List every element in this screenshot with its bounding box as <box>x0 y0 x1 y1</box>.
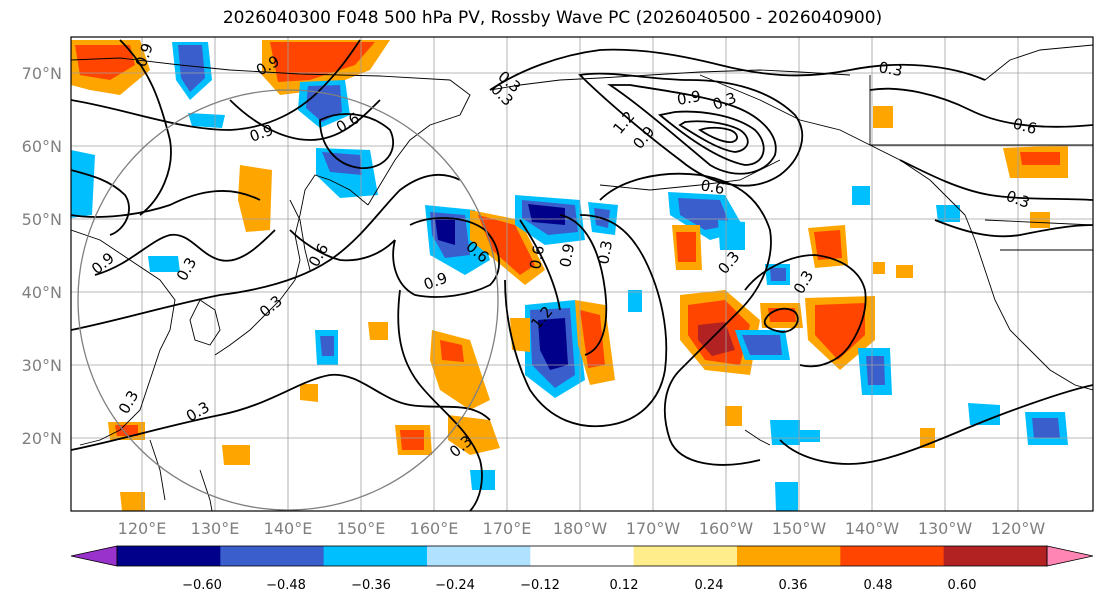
colorbar-frame <box>116 545 1048 567</box>
colorbar-tick: 0.24 <box>695 578 724 593</box>
lon-label-150e: 150°E <box>337 519 386 538</box>
latitude-labels: 70°N 60°N 50°N 40°N 30°N 20°N <box>22 64 62 448</box>
lat-label-60: 60°N <box>22 137 62 156</box>
plot-frame <box>70 36 1094 512</box>
lon-label-170w: 170°W <box>626 519 681 538</box>
lat-label-50: 50°N <box>22 210 62 229</box>
colorbar-bin <box>530 546 635 566</box>
lon-label-120w: 120°W <box>991 519 1046 538</box>
lat-label-70: 70°N <box>22 64 62 83</box>
colorbar-tick: 0.36 <box>779 578 808 593</box>
colorbar-bin <box>737 546 841 566</box>
longitude-labels: 120°E 130°E 140°E 150°E 160°E 170°E 180°… <box>118 519 1046 538</box>
lat-label-30: 30°N <box>22 356 62 375</box>
map-title: 2026040300 F048 500 hPa PV, Rossby Wave … <box>222 8 883 28</box>
colorbar-tick: −0.60 <box>182 578 222 593</box>
colorbar-tick: −0.48 <box>266 578 306 593</box>
lon-label-160e: 160°E <box>410 519 459 538</box>
colorbar-ticks: −0.60 −0.48 −0.36 −0.24 −0.12 0.12 0.24 … <box>182 578 976 593</box>
colorbar-extend-low <box>70 545 118 567</box>
colorbar-extend-high <box>1046 545 1094 567</box>
svg-text:0.6: 0.6 <box>526 244 548 271</box>
colorbar-bin <box>427 546 531 566</box>
lon-label-130e: 130°E <box>191 519 240 538</box>
svg-text:0.9: 0.9 <box>556 242 578 269</box>
analysis-region-circle <box>77 89 499 511</box>
colorbar-tick: 0.48 <box>864 578 893 593</box>
svg-text:0.6: 0.6 <box>699 176 726 198</box>
colorbar-tick: 0.60 <box>948 578 977 593</box>
lon-label-140e: 140°E <box>264 519 313 538</box>
colorbar-tick: −0.36 <box>351 578 391 593</box>
colorbar-tick: 0.12 <box>610 578 639 593</box>
lat-label-40: 40°N <box>22 283 62 302</box>
colorbar-tick: −0.12 <box>520 578 560 593</box>
colorbar: −0.60 −0.48 −0.36 −0.24 −0.12 0.12 0.24 … <box>70 545 1094 593</box>
svg-text:0.3: 0.3 <box>594 239 616 266</box>
colorbar-bin <box>323 546 428 566</box>
lon-label-150w: 150°W <box>772 519 827 538</box>
colorbar-tick: −0.24 <box>435 578 475 593</box>
lon-label-140w: 140°W <box>845 519 900 538</box>
svg-text:0.6: 0.6 <box>1011 114 1039 138</box>
svg-text:0.3: 0.3 <box>877 58 904 80</box>
colorbar-bin <box>633 546 738 566</box>
lon-label-180w: 180°W <box>553 519 608 538</box>
colorbar-bin <box>840 546 945 566</box>
graticule <box>71 37 1093 511</box>
lon-label-160w: 160°W <box>699 519 754 538</box>
colorbar-bin <box>117 546 221 566</box>
lon-label-120e: 120°E <box>118 519 167 538</box>
colorbar-segments <box>117 546 1048 566</box>
lon-label-130w: 130°W <box>918 519 973 538</box>
lon-label-170e: 170°E <box>483 519 532 538</box>
lat-label-20: 20°N <box>22 429 62 448</box>
svg-text:0.9: 0.9 <box>676 87 703 109</box>
coastlines <box>71 44 1093 511</box>
pv-contours <box>71 39 1093 511</box>
colorbar-bin <box>220 546 325 566</box>
colorbar-bin <box>943 546 1048 566</box>
rossby-wave-anomalies <box>71 40 1068 511</box>
